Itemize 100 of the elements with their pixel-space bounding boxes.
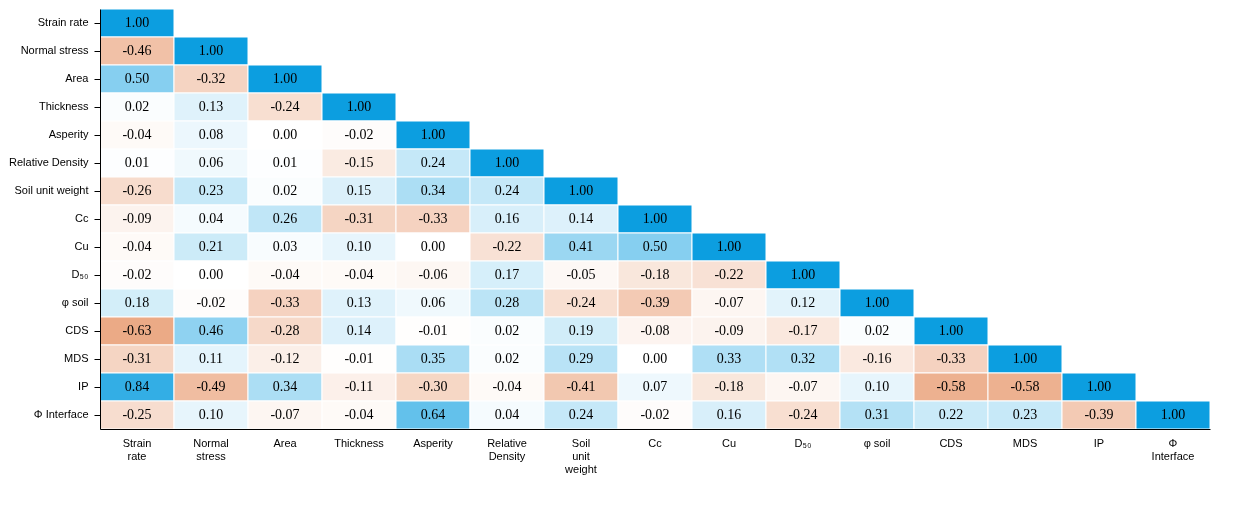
- data-label: -0.04: [270, 267, 300, 282]
- data-label: 0.35: [420, 351, 446, 366]
- x-tick-label: Relative Density: [487, 436, 527, 462]
- data-label: 0.46: [198, 323, 224, 338]
- data-label: -0.04: [492, 379, 522, 394]
- data-label: -0.33: [418, 211, 448, 226]
- data-label: -0.06: [418, 267, 448, 282]
- data-label: 0.00: [272, 127, 298, 142]
- data-label: -0.02: [344, 127, 374, 142]
- data-label: 1.00: [642, 211, 668, 226]
- data-label: 1.00: [716, 239, 742, 254]
- data-label: -0.04: [344, 407, 374, 422]
- y-tick-label: Thickness: [38, 100, 89, 112]
- x-tick-label: Cu: [721, 436, 737, 449]
- data-label: 0.21: [198, 239, 224, 254]
- data-label: 0.84: [124, 379, 150, 394]
- data-label: 1.00: [1086, 379, 1112, 394]
- data-label: 0.01: [272, 155, 298, 170]
- data-label: 0.00: [642, 351, 668, 366]
- data-label: 0.41: [568, 239, 594, 254]
- x-tick-label: CDS: [939, 436, 963, 449]
- data-label: -0.39: [1084, 407, 1114, 422]
- data-label: 0.16: [716, 407, 742, 422]
- data-label: -0.49: [196, 379, 226, 394]
- data-label: -0.39: [640, 295, 670, 310]
- data-label: 1.00: [568, 183, 594, 198]
- data-label: 0.04: [198, 211, 224, 226]
- data-label: -0.12: [270, 351, 300, 366]
- x-tick-label: Φ Interface: [1151, 436, 1195, 462]
- data-label: -0.01: [344, 351, 374, 366]
- data-label: -0.25: [122, 407, 152, 422]
- data-label: 0.22: [938, 407, 964, 422]
- x-tick-label: IP: [1093, 436, 1105, 449]
- y-tick-label: Relative Density: [9, 156, 89, 168]
- data-label: 0.64: [420, 407, 446, 422]
- y-tick-label: Cu: [74, 240, 89, 252]
- data-label: -0.09: [122, 211, 152, 226]
- x-tick-label: Thickness: [334, 436, 385, 449]
- data-label: -0.04: [122, 127, 152, 142]
- data-label: 0.03: [272, 239, 298, 254]
- data-label: -0.22: [492, 239, 522, 254]
- data-label: 0.13: [198, 99, 224, 114]
- data-label: -0.07: [714, 295, 744, 310]
- data-label: -0.58: [936, 379, 966, 394]
- data-label: 0.01: [124, 155, 150, 170]
- data-label: -0.11: [344, 379, 374, 394]
- data-label: -0.07: [270, 407, 300, 422]
- data-label: 0.19: [568, 323, 594, 338]
- data-label: 1.00: [494, 155, 520, 170]
- data-label: -0.32: [196, 71, 226, 86]
- data-label: -0.05: [566, 267, 596, 282]
- y-tick-label: CDS: [65, 324, 89, 336]
- data-label: 0.12: [790, 295, 816, 310]
- data-label: -0.24: [566, 295, 596, 310]
- x-tick-label: Area: [273, 436, 298, 449]
- data-label: -0.63: [122, 323, 152, 338]
- data-label: 0.34: [420, 183, 446, 198]
- data-label: 0.06: [420, 295, 446, 310]
- data-label: 1.00: [420, 127, 446, 142]
- data-label: 1.00: [1160, 407, 1186, 422]
- y-tick-label: Normal stress: [20, 44, 89, 56]
- data-label: 1.00: [198, 43, 224, 58]
- data-label: -0.04: [344, 267, 374, 282]
- x-tick-label: Cc: [648, 436, 663, 449]
- data-label: 0.26: [272, 211, 298, 226]
- data-label: 0.23: [1012, 407, 1038, 422]
- data-label: 1.00: [346, 99, 372, 114]
- data-label: 0.31: [864, 407, 890, 422]
- data-label: 0.02: [272, 183, 298, 198]
- data-label: 0.18: [124, 295, 150, 310]
- data-label: -0.46: [122, 43, 152, 58]
- x-tick-label: φ soil: [863, 436, 891, 449]
- data-label: 0.02: [864, 323, 890, 338]
- data-label: 0.08: [198, 127, 224, 142]
- data-label: 1.00: [124, 15, 150, 30]
- data-label: 0.50: [642, 239, 668, 254]
- data-label: -0.30: [418, 379, 448, 394]
- y-tick-label: Asperity: [48, 128, 89, 140]
- data-label: 1.00: [938, 323, 964, 338]
- data-label: -0.24: [270, 99, 300, 114]
- data-label: -0.33: [270, 295, 300, 310]
- data-label: 0.07: [642, 379, 668, 394]
- data-label: 0.02: [494, 323, 520, 338]
- y-tick-label: Soil unit weight: [14, 184, 89, 196]
- data-label: 0.24: [420, 155, 446, 170]
- data-label: -0.31: [122, 351, 152, 366]
- data-label: 0.14: [346, 323, 372, 338]
- data-label: 1.00: [790, 267, 816, 282]
- y-tick-label: Φ Interface: [33, 408, 89, 420]
- x-tick-label: D₅₀: [794, 436, 812, 449]
- data-label: 0.10: [864, 379, 890, 394]
- data-label: -0.33: [936, 351, 966, 366]
- data-label: -0.09: [714, 323, 744, 338]
- data-label: 1.00: [272, 71, 298, 86]
- y-tick-label: φ soil: [61, 296, 89, 308]
- data-label: -0.28: [270, 323, 300, 338]
- data-label: 0.00: [420, 239, 446, 254]
- data-label: -0.16: [862, 351, 892, 366]
- data-label: -0.24: [788, 407, 818, 422]
- data-label: 0.11: [199, 351, 223, 366]
